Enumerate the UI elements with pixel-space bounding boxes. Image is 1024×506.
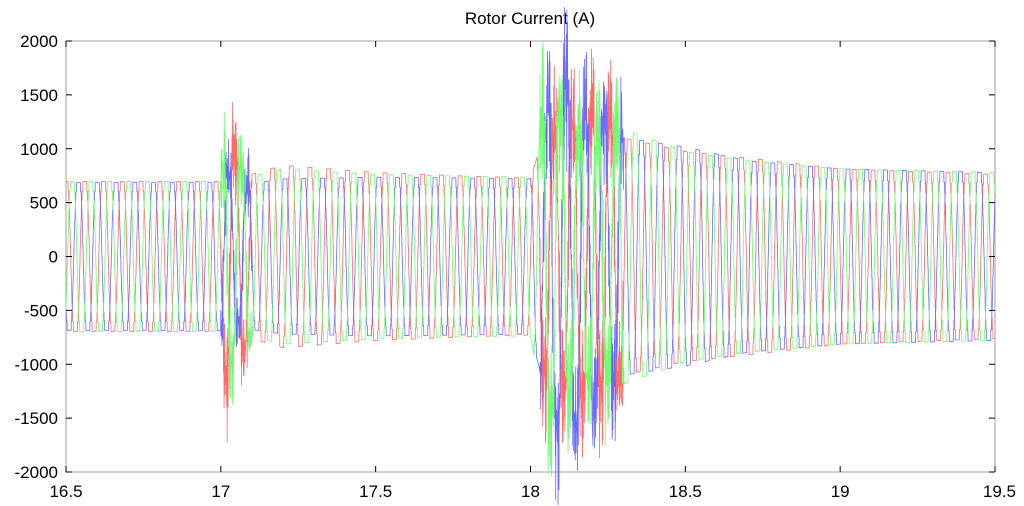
axis-layer: 16.5 17 17.5 18 18.5 19 19.5 2000 1500 1000 500 0 -5…: [15, 32, 1016, 501]
y-tick-label: 1000: [20, 140, 58, 159]
x-tick-label: 17.5: [359, 482, 392, 501]
y-tick-label: -500: [24, 301, 58, 320]
x-tick-label: 17: [211, 482, 230, 501]
y-tick-label: 500: [30, 194, 58, 213]
series-green-line: [65, 41, 996, 476]
chart-title: Rotor Current (A): [465, 9, 595, 28]
x-tick-label: 18.5: [669, 482, 702, 501]
x-tick-label: 19: [831, 482, 850, 501]
y-tick-label: -2000: [15, 463, 58, 482]
y-tick-label: 0: [49, 248, 58, 267]
y-tick-label: -1000: [15, 355, 58, 374]
y-tick-label: 1500: [20, 86, 58, 105]
y-tick-label: -1500: [15, 409, 58, 428]
y-tick-label: 2000: [20, 32, 58, 51]
series-red-line: [66, 49, 995, 459]
x-tick-label: 19.5: [983, 482, 1016, 501]
series-layer: [65, 7, 996, 505]
x-tick-label: 18: [521, 482, 540, 501]
x-tick-label: 16.5: [49, 482, 82, 501]
series-blue-line: [65, 7, 996, 505]
